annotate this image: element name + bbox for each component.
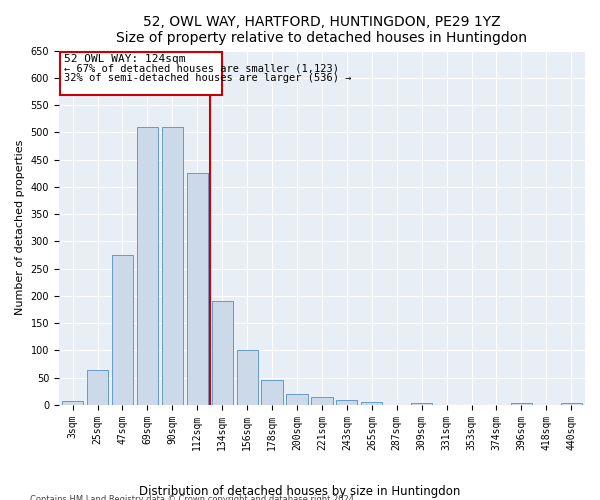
Bar <box>560 404 582 405</box>
Y-axis label: Number of detached properties: Number of detached properties <box>15 140 25 316</box>
Bar <box>311 397 332 405</box>
Bar <box>411 404 432 405</box>
Text: Distribution of detached houses by size in Huntingdon: Distribution of detached houses by size … <box>139 485 461 498</box>
Bar <box>187 173 208 405</box>
Bar <box>87 370 108 405</box>
Bar <box>137 127 158 405</box>
Bar <box>212 302 233 405</box>
Text: ← 67% of detached houses are smaller (1,123): ← 67% of detached houses are smaller (1,… <box>64 64 339 74</box>
Bar <box>286 394 308 405</box>
Text: Contains HM Land Registry data © Crown copyright and database right 2024.: Contains HM Land Registry data © Crown c… <box>30 496 356 500</box>
Title: 52, OWL WAY, HARTFORD, HUNTINGDON, PE29 1YZ
Size of property relative to detache: 52, OWL WAY, HARTFORD, HUNTINGDON, PE29 … <box>116 15 527 45</box>
FancyBboxPatch shape <box>60 52 222 96</box>
Bar <box>162 127 183 405</box>
Bar <box>361 402 382 405</box>
Bar <box>62 400 83 405</box>
Text: 52 OWL WAY: 124sqm: 52 OWL WAY: 124sqm <box>64 54 185 64</box>
Bar <box>112 255 133 405</box>
Bar <box>511 404 532 405</box>
Bar <box>236 350 258 405</box>
Text: 32% of semi-detached houses are larger (536) →: 32% of semi-detached houses are larger (… <box>64 74 352 84</box>
Bar <box>262 380 283 405</box>
Bar <box>336 400 358 405</box>
